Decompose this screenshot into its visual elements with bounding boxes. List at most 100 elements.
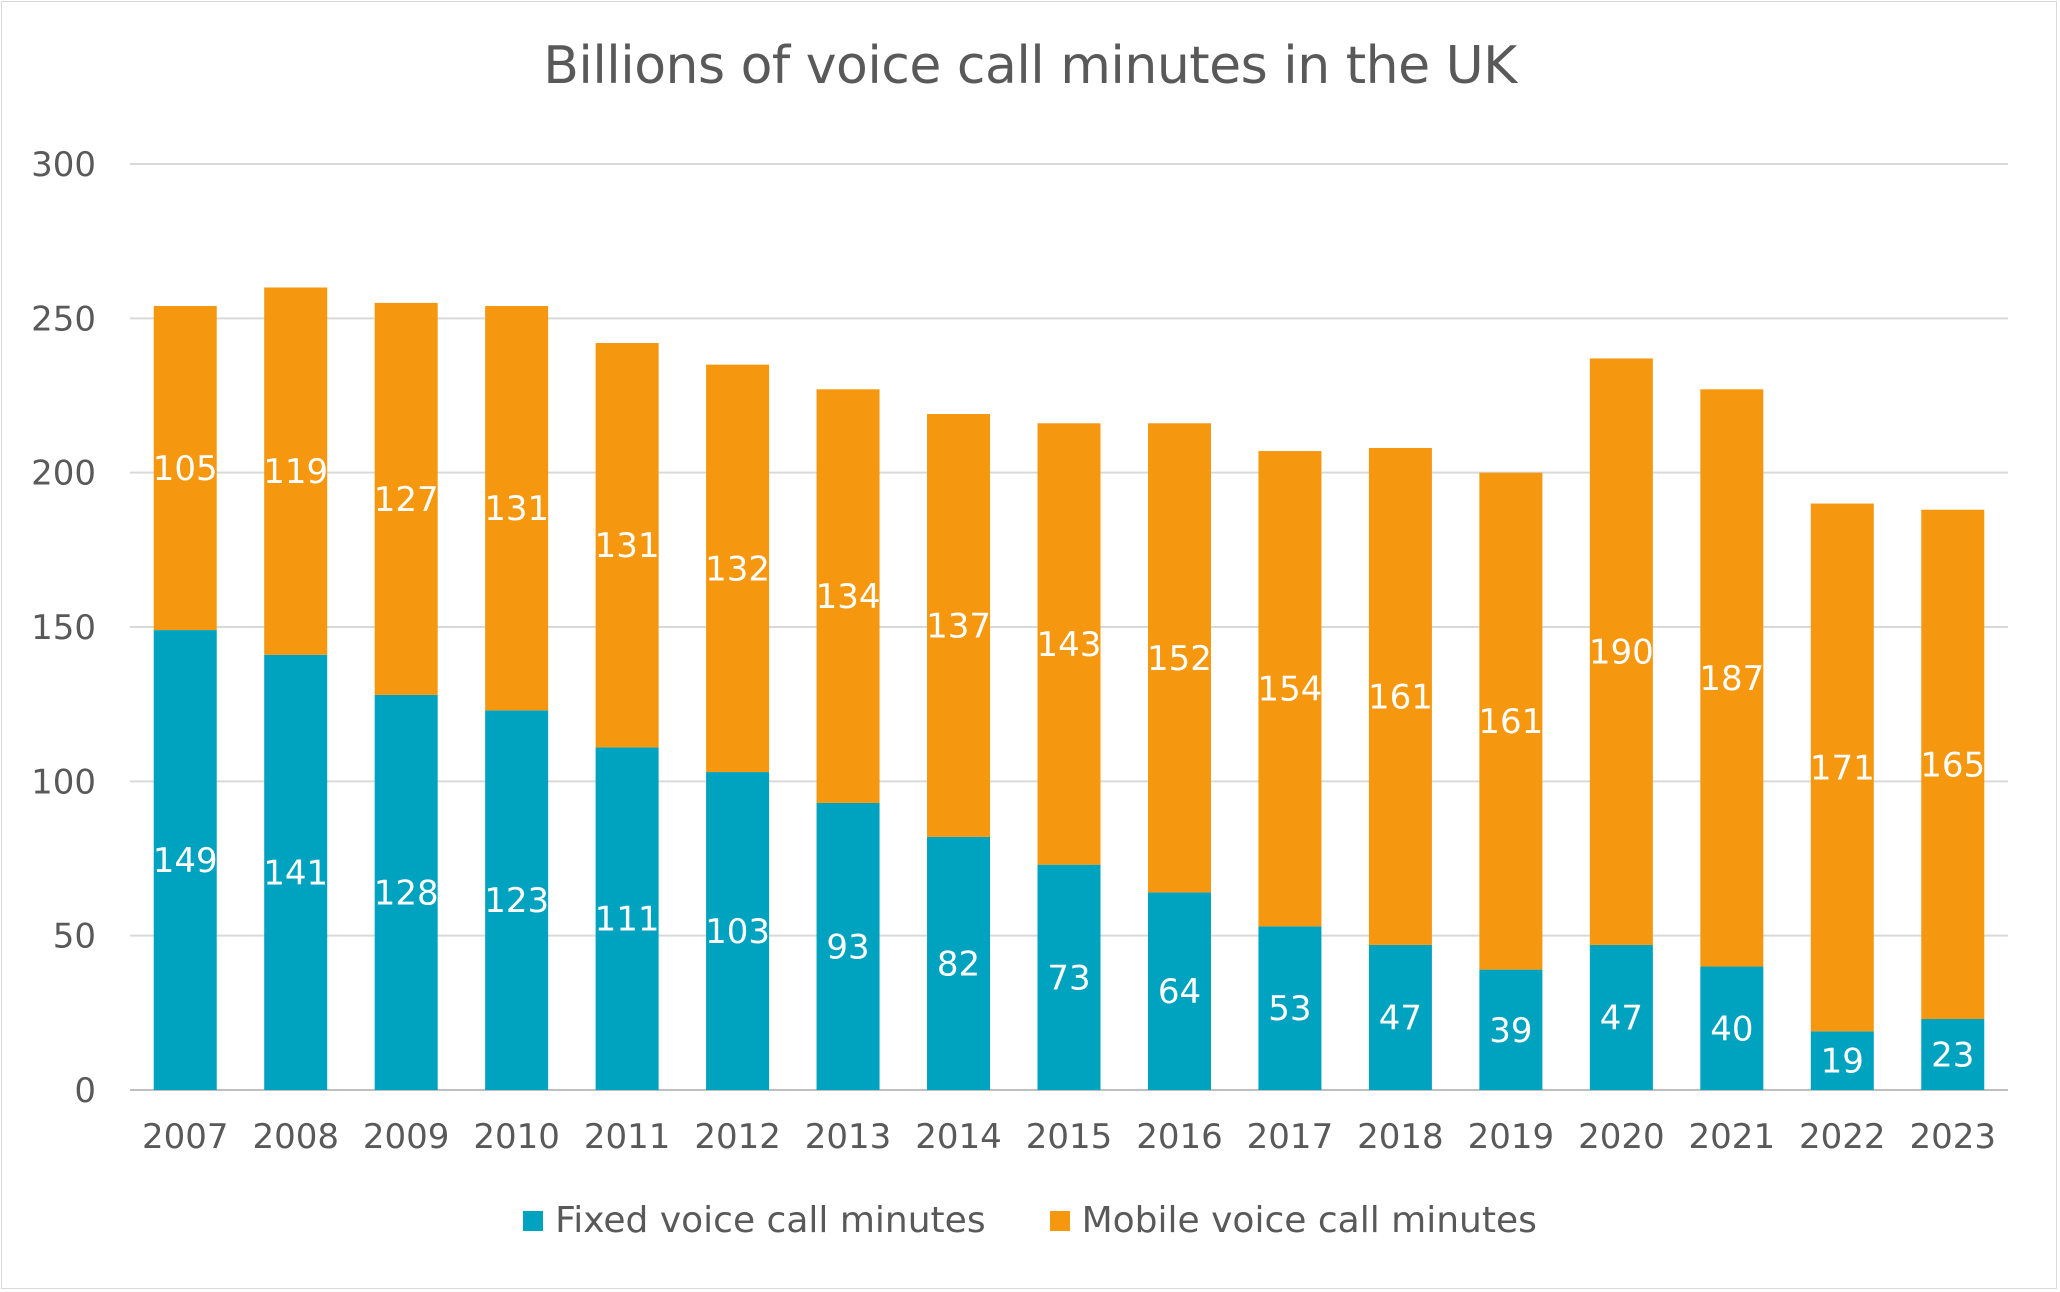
- x-tick-label: 2016: [1136, 1117, 1223, 1157]
- y-tick-label: 50: [53, 917, 96, 957]
- x-tick-label: 2007: [142, 1117, 229, 1157]
- bar-mobile: [1810, 503, 1874, 1032]
- x-tick-label: 2020: [1578, 1117, 1665, 1157]
- x-tick-label: 2018: [1357, 1117, 1444, 1157]
- bar-mobile: [1037, 423, 1101, 865]
- bar-fixed: [485, 710, 549, 1090]
- data-label-mobile: 119: [263, 452, 328, 492]
- y-tick-label: 0: [74, 1071, 96, 1111]
- bar-fixed: [1589, 944, 1653, 1090]
- bar-fixed: [1921, 1019, 1985, 1090]
- bar-mobile: [595, 343, 659, 748]
- data-label-mobile: 105: [153, 449, 218, 489]
- data-label-fixed: 40: [1710, 1009, 1753, 1049]
- bar-mobile: [1700, 389, 1764, 967]
- data-label-fixed: 73: [1047, 958, 1090, 998]
- data-label-mobile: 161: [1368, 677, 1433, 717]
- data-label-mobile: 143: [1037, 625, 1102, 665]
- bar-mobile: [1258, 451, 1322, 927]
- bar-fixed: [927, 836, 991, 1090]
- data-label-fixed: 64: [1158, 972, 1201, 1012]
- legend-label-mobile: Mobile voice call minutes: [1081, 1200, 1537, 1241]
- x-tick-label: 2022: [1799, 1117, 1886, 1157]
- bar-fixed: [1147, 892, 1211, 1090]
- bar-fixed: [706, 772, 770, 1090]
- data-label-mobile: 134: [816, 577, 881, 617]
- data-label-mobile: 131: [595, 526, 660, 566]
- bar-fixed: [1258, 926, 1322, 1090]
- data-label-mobile: 154: [1257, 670, 1322, 710]
- bar-mobile: [927, 414, 991, 837]
- data-label-fixed: 149: [153, 841, 218, 881]
- data-label-mobile: 190: [1589, 633, 1654, 673]
- data-label-fixed: 47: [1600, 998, 1643, 1038]
- bar-fixed: [1700, 966, 1764, 1090]
- legend: Fixed voice call minutes Mobile voice ca…: [0, 1200, 2060, 1241]
- legend-item-fixed: Fixed voice call minutes: [523, 1200, 986, 1241]
- bar-fixed: [1810, 1031, 1874, 1090]
- x-tick-label: 2023: [1909, 1117, 1996, 1157]
- y-tick-label: 300: [31, 145, 96, 185]
- bar-fixed: [374, 694, 438, 1090]
- x-tick-label: 2014: [915, 1117, 1002, 1157]
- bar-mobile: [374, 302, 438, 695]
- data-label-fixed: 53: [1268, 989, 1311, 1029]
- bar-fixed: [1037, 864, 1101, 1090]
- y-tick-label: 200: [31, 454, 96, 494]
- bar-fixed: [153, 630, 217, 1090]
- data-label-fixed: 39: [1489, 1011, 1532, 1051]
- bar-mobile: [153, 305, 217, 631]
- data-label-mobile: 131: [484, 489, 549, 529]
- x-tick-label: 2019: [1468, 1117, 1555, 1157]
- bar-mobile: [1589, 358, 1653, 945]
- data-label-fixed: 123: [484, 881, 549, 921]
- data-label-fixed: 128: [374, 873, 439, 913]
- data-label-mobile: 152: [1147, 639, 1212, 679]
- bar-fixed: [816, 802, 880, 1090]
- y-tick-label: 250: [31, 299, 96, 339]
- bar-fixed: [264, 654, 328, 1090]
- data-label-fixed: 93: [826, 927, 869, 967]
- bar-fixed: [595, 747, 659, 1090]
- x-tick-label: 2010: [473, 1117, 560, 1157]
- data-label-mobile: 171: [1810, 748, 1875, 788]
- bar-mobile: [485, 305, 549, 711]
- bar-fixed: [1479, 969, 1543, 1090]
- data-label-mobile: 127: [374, 480, 439, 520]
- data-label-fixed: 47: [1379, 998, 1422, 1038]
- data-label-fixed: 82: [937, 944, 980, 984]
- legend-label-fixed: Fixed voice call minutes: [555, 1200, 986, 1241]
- data-label-fixed: 111: [595, 900, 660, 940]
- x-tick-label: 2013: [805, 1117, 892, 1157]
- data-label-fixed: 103: [705, 912, 770, 952]
- x-tick-label: 2015: [1026, 1117, 1113, 1157]
- y-tick-label: 100: [31, 762, 96, 802]
- data-label-fixed: 19: [1821, 1042, 1864, 1082]
- legend-swatch-mobile: [1049, 1210, 1070, 1231]
- data-label-mobile: 161: [1478, 702, 1543, 742]
- legend-item-mobile: Mobile voice call minutes: [1049, 1200, 1537, 1241]
- bar-fixed: [1368, 944, 1432, 1090]
- data-label-fixed: 141: [263, 853, 328, 893]
- bar-mobile: [1921, 509, 1985, 1020]
- legend-swatch-fixed: [523, 1210, 544, 1231]
- data-label-mobile: 187: [1699, 659, 1764, 699]
- chart-title: Billions of voice call minutes in the UK: [543, 36, 1517, 96]
- x-tick-label: 2009: [363, 1117, 450, 1157]
- data-label-mobile: 132: [705, 549, 770, 589]
- x-tick-label: 2021: [1689, 1117, 1776, 1157]
- bar-mobile: [816, 389, 880, 803]
- y-tick-label: 150: [31, 608, 96, 648]
- bar-mobile: [264, 287, 328, 655]
- data-label-mobile: 165: [1920, 745, 1985, 785]
- bar-mobile: [706, 364, 770, 773]
- data-label-fixed: 23: [1931, 1036, 1974, 1076]
- bar-mobile: [1479, 472, 1543, 970]
- x-tick-label: 2012: [694, 1117, 781, 1157]
- x-tick-label: 2008: [252, 1117, 339, 1157]
- x-tick-label: 2017: [1247, 1117, 1334, 1157]
- bar-mobile: [1368, 447, 1432, 945]
- bar-mobile: [1147, 423, 1211, 893]
- x-tick-label: 2011: [584, 1117, 671, 1157]
